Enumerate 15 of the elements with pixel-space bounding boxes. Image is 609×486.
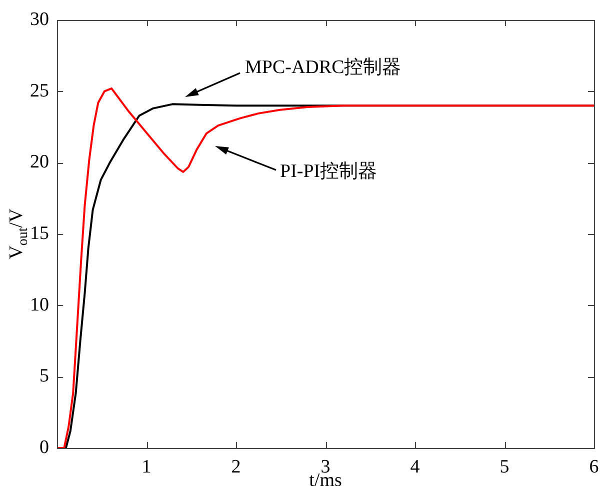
x-tick-label: 5 — [500, 456, 510, 478]
y-tick-label: 15 — [30, 222, 49, 244]
annotation: PI-PI控制器 — [280, 160, 378, 182]
y-axis-title: Vout/V — [6, 208, 31, 260]
x-tick-label: 6 — [589, 456, 599, 478]
y-tick-label: 20 — [30, 152, 49, 173]
y-tick-label: 0 — [40, 436, 49, 458]
y-tick-label: 30 — [30, 8, 49, 30]
x-tick-label: 1 — [142, 456, 152, 478]
y-tick-label: 25 — [30, 80, 49, 102]
x-tick-label: 2 — [231, 456, 241, 478]
annotation: MPC-ADRC控制器 — [245, 56, 402, 78]
y-tick-label: 5 — [40, 366, 49, 387]
y-tick-label: 10 — [30, 294, 49, 316]
x-tick-label: 4 — [410, 456, 420, 478]
